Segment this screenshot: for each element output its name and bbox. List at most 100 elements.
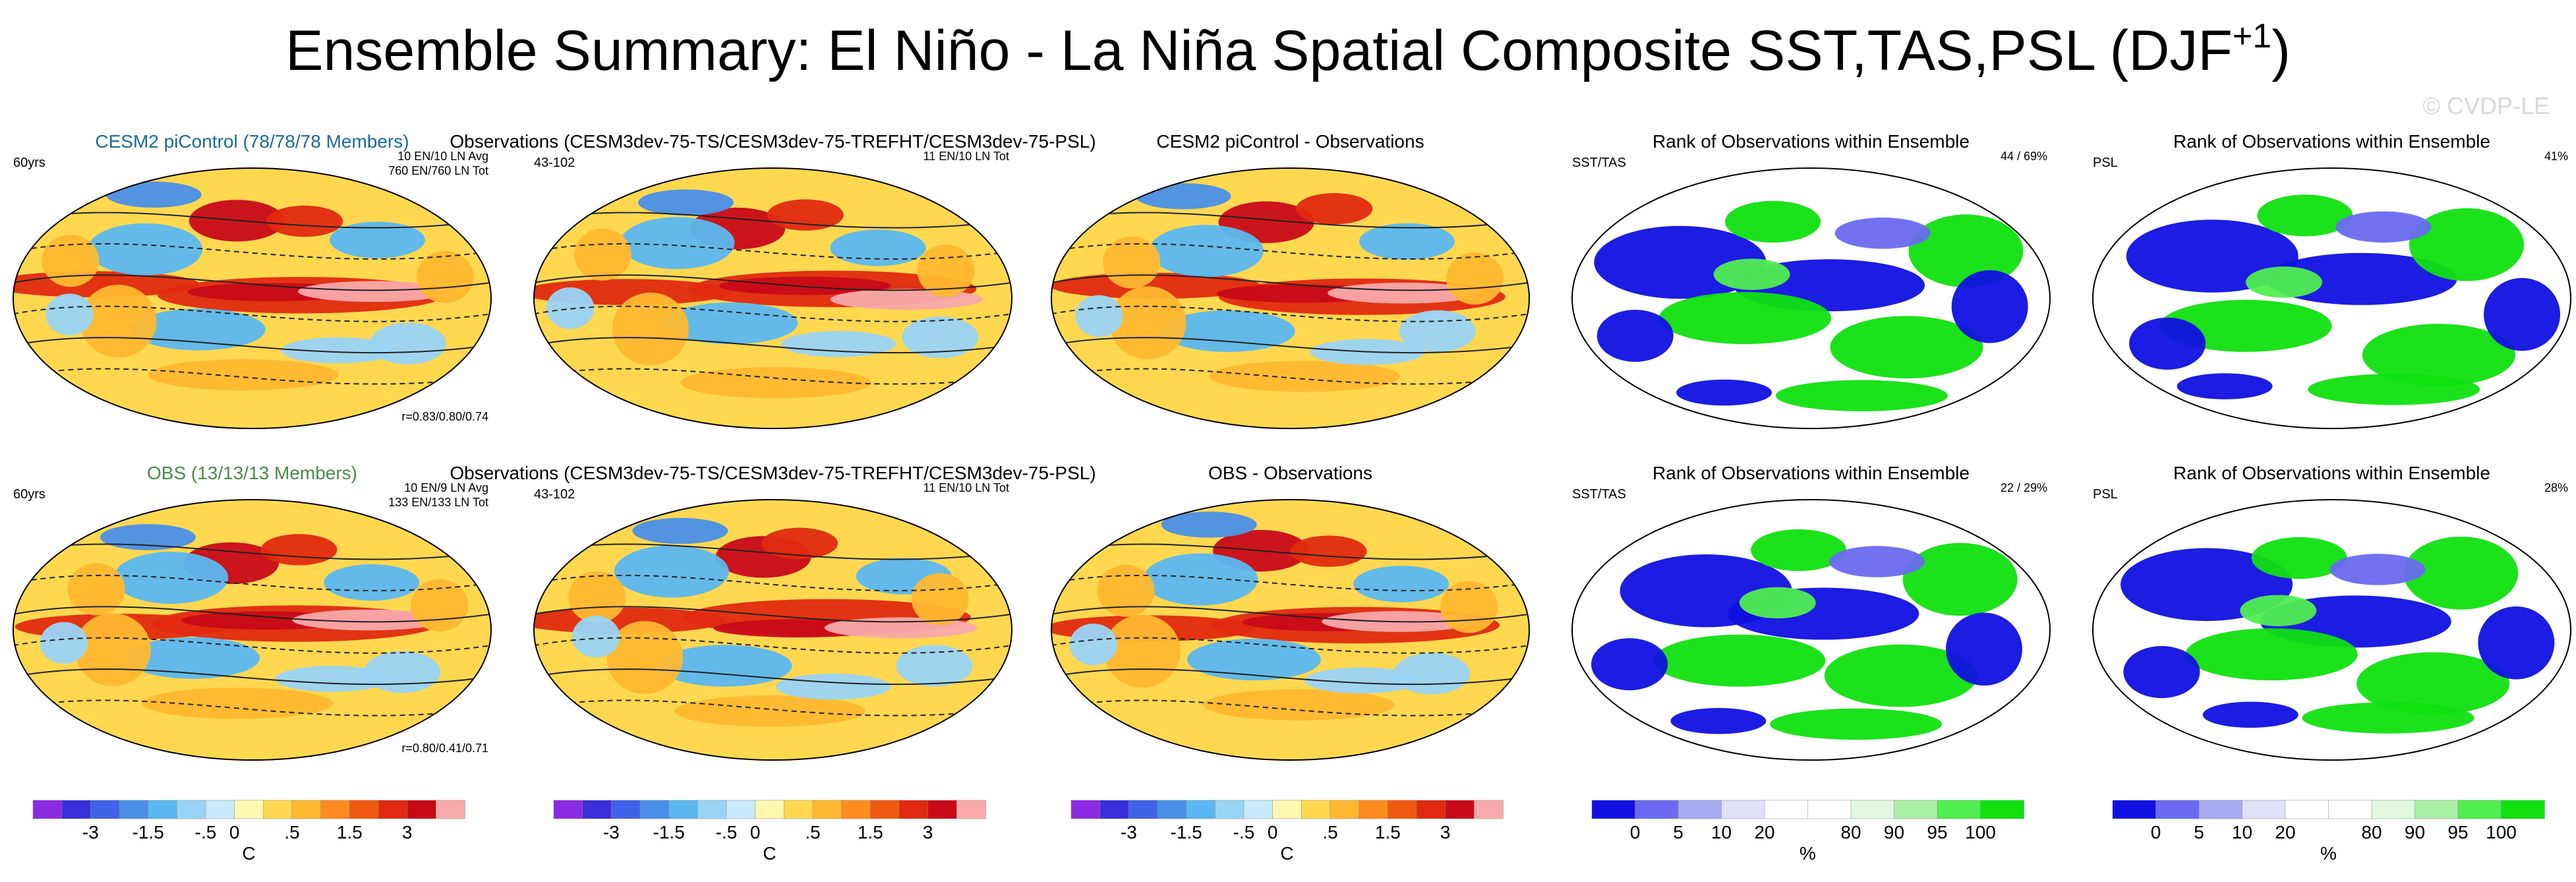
field-blob <box>1103 236 1161 289</box>
panel-right-label: 10 EN/9 LN Avg <box>404 481 488 494</box>
field-blob <box>2251 537 2347 579</box>
psl-contour <box>13 668 491 686</box>
field-blob <box>324 564 420 601</box>
colorbar-swatch <box>1807 800 1852 819</box>
panel-left-label: SST/TAS <box>1572 487 1626 502</box>
field-blob <box>1203 689 1395 720</box>
field-blob <box>1353 566 1449 603</box>
colorbar-tick-label: 95 <box>1927 822 1947 842</box>
psl-contour <box>13 543 491 560</box>
colorbar-swatch <box>90 800 120 819</box>
field-blob <box>148 359 339 391</box>
field-blob <box>40 622 88 664</box>
colorbar-tick-label: 1.5 <box>337 822 363 842</box>
psl-contour <box>1051 337 1529 354</box>
panel-left-label: 60yrs <box>13 156 45 170</box>
field-blob <box>781 331 896 357</box>
field-blob <box>1075 295 1123 337</box>
panel-right-label: 133 EN/133 LN Tot <box>388 496 488 509</box>
field-blob <box>1829 546 1925 577</box>
psl-contour <box>13 337 491 354</box>
panel-title: Observations (CESM3dev-75-TS/CESM3dev-75… <box>450 463 1096 483</box>
psl-contour <box>534 668 1012 686</box>
field-blob <box>1713 258 1790 290</box>
panel-right-label: 10 EN/10 LN Avg <box>397 150 488 163</box>
map-border <box>533 167 1012 429</box>
figure-title-superscript: +1 <box>2233 17 2271 55</box>
field-blob <box>105 181 202 208</box>
colorbar-unit: % <box>1800 843 1816 864</box>
colorbar-swatch <box>755 800 785 819</box>
figure-title-close: ) <box>2271 19 2291 82</box>
field-blob <box>1186 638 1321 681</box>
field-blob <box>100 524 196 550</box>
psl-contour <box>1051 574 1529 591</box>
map-field <box>2092 499 2571 761</box>
psl-contour <box>534 543 1012 560</box>
map-border <box>13 499 492 761</box>
psl-contour <box>534 368 1012 385</box>
colorbar-tick-label: -.5 <box>1233 822 1255 842</box>
map-border <box>533 499 1012 761</box>
psl-contour <box>534 637 1012 654</box>
field-blob <box>1591 638 1668 691</box>
colorbar-tick-label: 0 <box>229 822 240 842</box>
colorbar-swatch <box>1721 800 1765 819</box>
panel-title: Rank of Observations within Ensemble <box>2173 131 2490 152</box>
field-blob <box>1209 361 1401 392</box>
field-blob <box>1328 282 1481 304</box>
colorbar-swatch <box>2112 800 2157 819</box>
colorbar-tick-label: 1.5 <box>1375 822 1401 842</box>
map-border <box>1571 167 2051 429</box>
panel-left-label: 43-102 <box>534 487 575 502</box>
colorbar-swatch <box>1128 800 1158 819</box>
colorbar-swatch <box>1186 800 1216 819</box>
field-blob <box>830 229 926 266</box>
map-field <box>1051 167 1530 429</box>
colorbar-swatch <box>898 800 929 819</box>
field-blob <box>1824 644 1977 707</box>
colorbar-swatch <box>2198 800 2243 819</box>
field-blob <box>719 276 892 295</box>
field-blob <box>612 292 689 366</box>
field-blob <box>2185 628 2358 681</box>
field-blob <box>2123 645 2200 698</box>
panel-right-label: 41% <box>2544 150 2568 163</box>
field-blob <box>1770 708 1943 740</box>
colorbar-tick-label: 3 <box>402 822 413 842</box>
field-blob <box>1653 634 1826 687</box>
psl-contour <box>534 574 1012 591</box>
field-blob <box>1951 270 2028 343</box>
colorbar-tick-label: 100 <box>1965 822 1996 842</box>
psl-contour <box>1051 305 1529 322</box>
colorbar-tick-label: 0 <box>1630 822 1641 842</box>
colorbar-tick-label: .5 <box>805 822 820 842</box>
colorbar-swatch <box>1330 800 1360 819</box>
field-blob <box>761 527 838 560</box>
colorbar-swatch <box>119 800 149 819</box>
panel-left-label: 43-102 <box>534 156 575 170</box>
panel-ens-mean-row1: CESM2 piControl (78/78/78 Members) 60yrs 1… <box>13 131 492 429</box>
pattern-correlation: r=0.80/0.41/0.71 <box>401 742 488 755</box>
field-blob <box>298 281 452 303</box>
field-blob <box>2202 701 2298 728</box>
colorbar-tick-label: 10 <box>1711 822 1732 842</box>
field-blob <box>1775 380 1948 411</box>
panel-title: Rank of Observations within Ensemble <box>1653 131 1970 152</box>
colorbar-swatch <box>407 800 437 819</box>
field-blob <box>1304 667 1420 693</box>
colorbar-swatch <box>870 800 900 819</box>
colorbar-tick-label: 80 <box>2361 822 2382 842</box>
map-field <box>2092 167 2571 429</box>
map-field <box>1571 167 2051 429</box>
field-blob <box>2129 317 2206 370</box>
colorbar-swatch <box>349 800 379 819</box>
field-blob <box>680 367 871 399</box>
colorbar-swatch <box>697 800 727 819</box>
colorbar-swatch <box>2328 800 2372 819</box>
field-blob <box>1751 529 1847 572</box>
panel-left-label: 60yrs <box>13 487 45 502</box>
psl-contour <box>534 212 1012 229</box>
colorbar-swatch <box>2371 800 2416 819</box>
panel-right-label: 22 / 29% <box>2001 481 2047 494</box>
